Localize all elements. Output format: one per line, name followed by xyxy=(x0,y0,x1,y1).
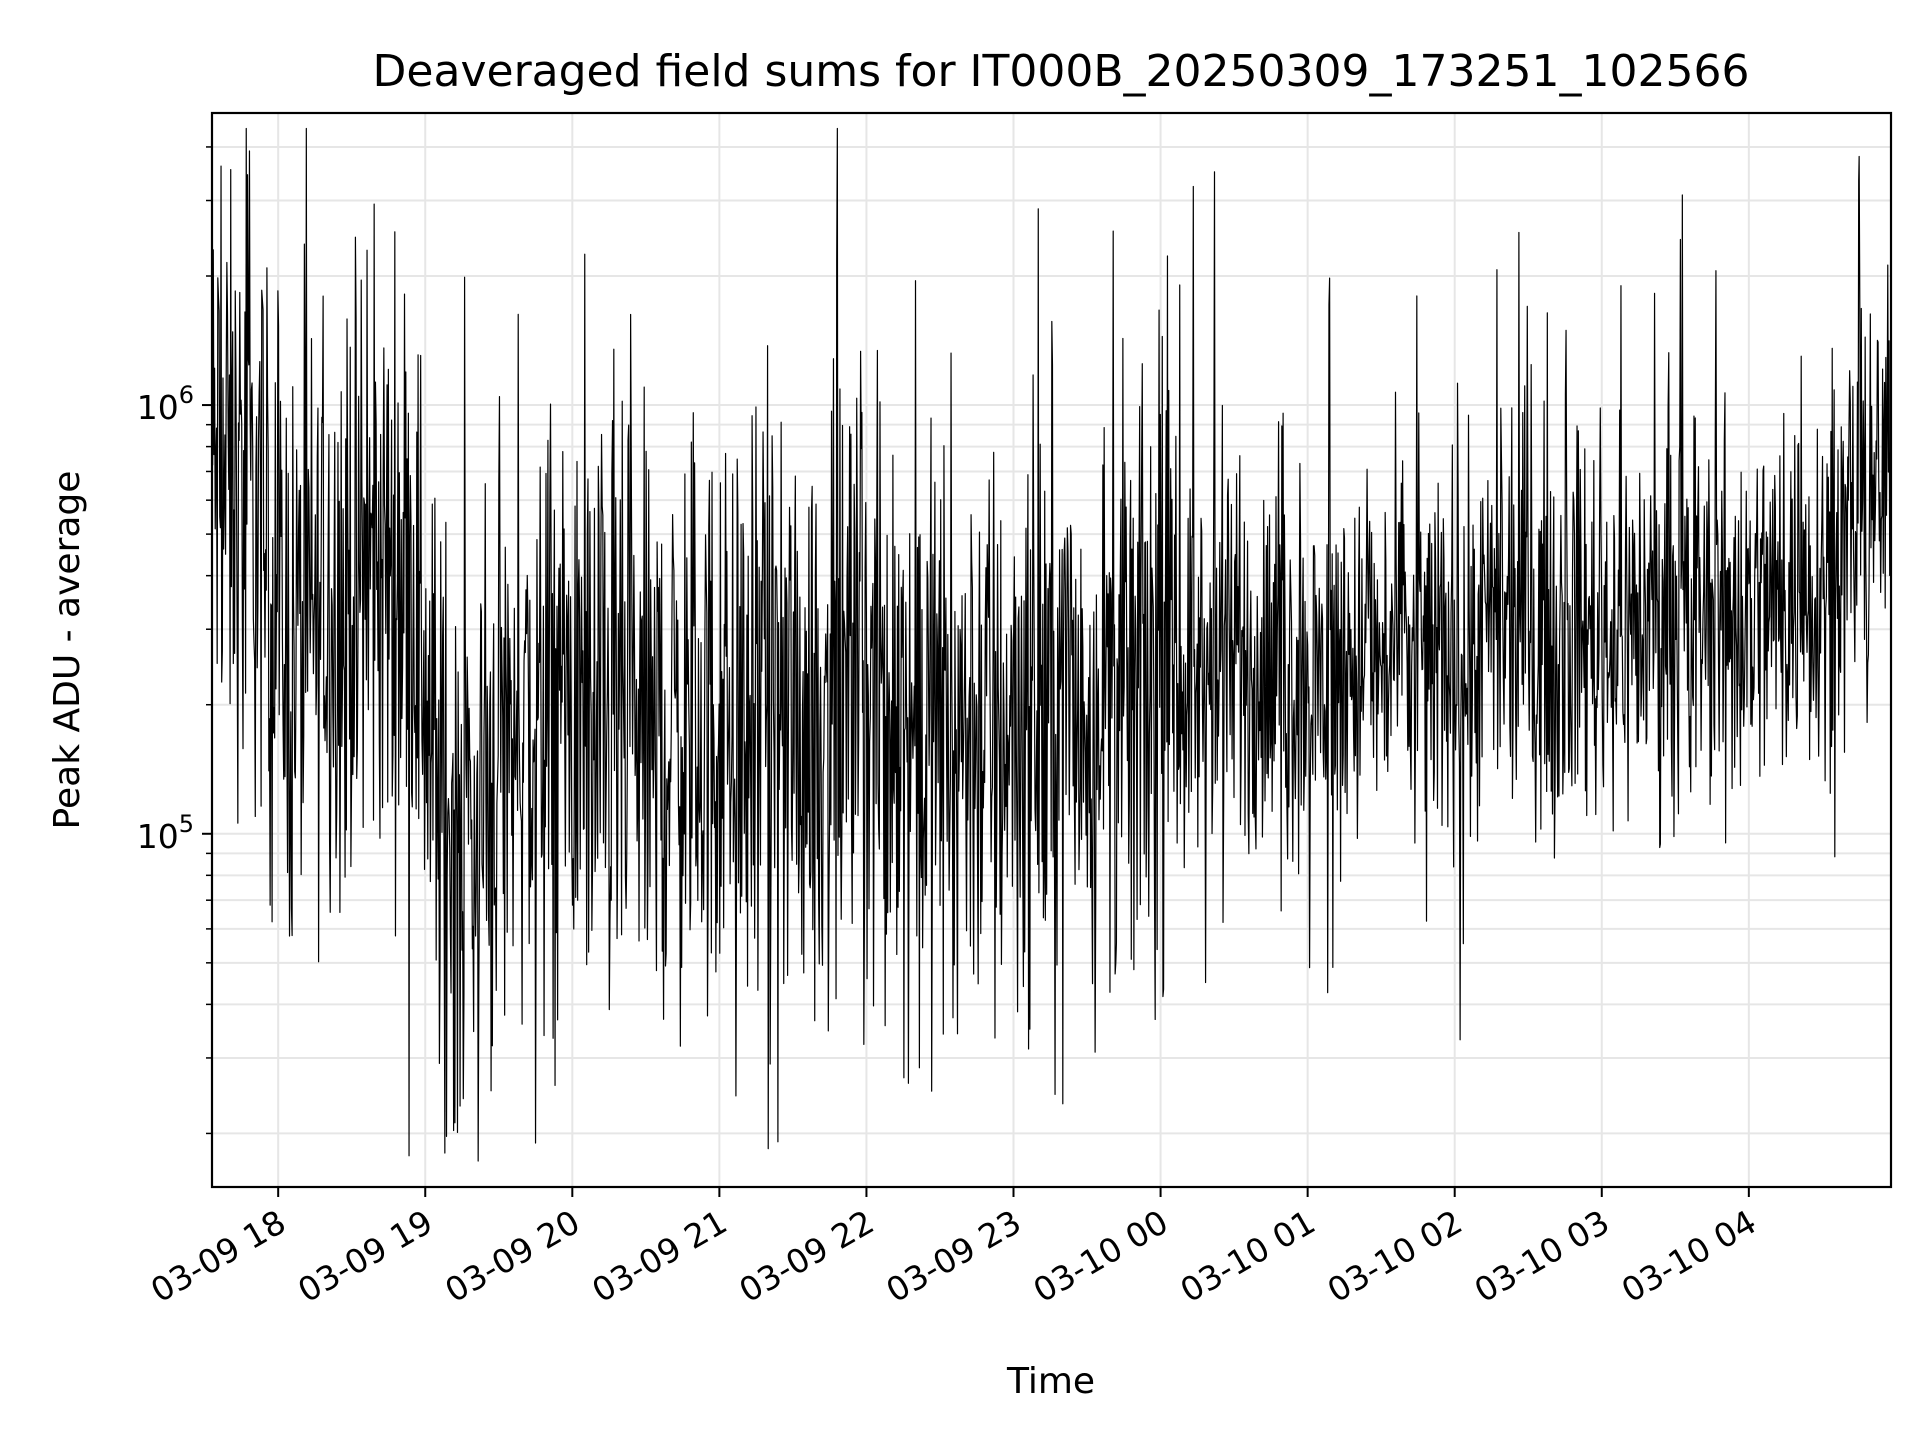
y-tick-label-exponent: 6 xyxy=(179,381,194,409)
x-axis-label: Time xyxy=(1006,1361,1095,1402)
x-tick-label: 03-09 21 xyxy=(585,1202,733,1310)
x-tick-label: 03-10 04 xyxy=(1615,1202,1763,1310)
y-axis-label: Peak ADU - average xyxy=(47,471,88,830)
series-path xyxy=(211,127,1892,1162)
plot-frame xyxy=(210,111,1893,1189)
y-tick-label: 105 xyxy=(137,810,194,856)
y-tick-label-base: 10 xyxy=(137,388,179,427)
x-tick-label: 03-09 19 xyxy=(291,1202,439,1310)
chart-title: Deaveraged field sums for IT000B_2025030… xyxy=(373,46,1750,97)
x-tick-label: 03-10 02 xyxy=(1321,1202,1469,1310)
x-tick-label: 03-09 18 xyxy=(144,1202,292,1310)
series-line xyxy=(211,127,1892,1162)
x-tick-label: 03-10 03 xyxy=(1468,1202,1616,1310)
y-tick-label-exponent: 5 xyxy=(179,810,194,838)
x-tick-label: 03-10 01 xyxy=(1174,1202,1322,1310)
y-tick-label-base: 10 xyxy=(137,817,179,856)
x-tick-label: 03-10 00 xyxy=(1027,1202,1175,1310)
x-tick-label: 03-09 22 xyxy=(732,1202,880,1310)
x-tick-label: 03-09 20 xyxy=(438,1202,586,1310)
y-tick-label: 106 xyxy=(137,381,194,427)
x-tick-label: 03-09 23 xyxy=(880,1202,1028,1310)
